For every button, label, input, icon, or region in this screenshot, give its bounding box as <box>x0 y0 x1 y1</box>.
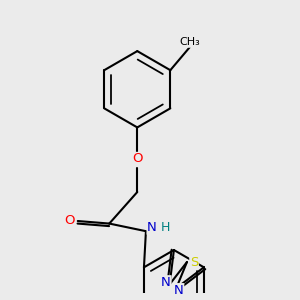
Text: N: N <box>147 221 157 234</box>
Text: O: O <box>132 152 142 166</box>
Text: CH₃: CH₃ <box>180 37 200 47</box>
Text: O: O <box>64 214 74 226</box>
Text: N: N <box>174 284 184 297</box>
Text: N: N <box>161 276 171 289</box>
Text: H: H <box>160 221 170 234</box>
Text: S: S <box>190 256 198 268</box>
